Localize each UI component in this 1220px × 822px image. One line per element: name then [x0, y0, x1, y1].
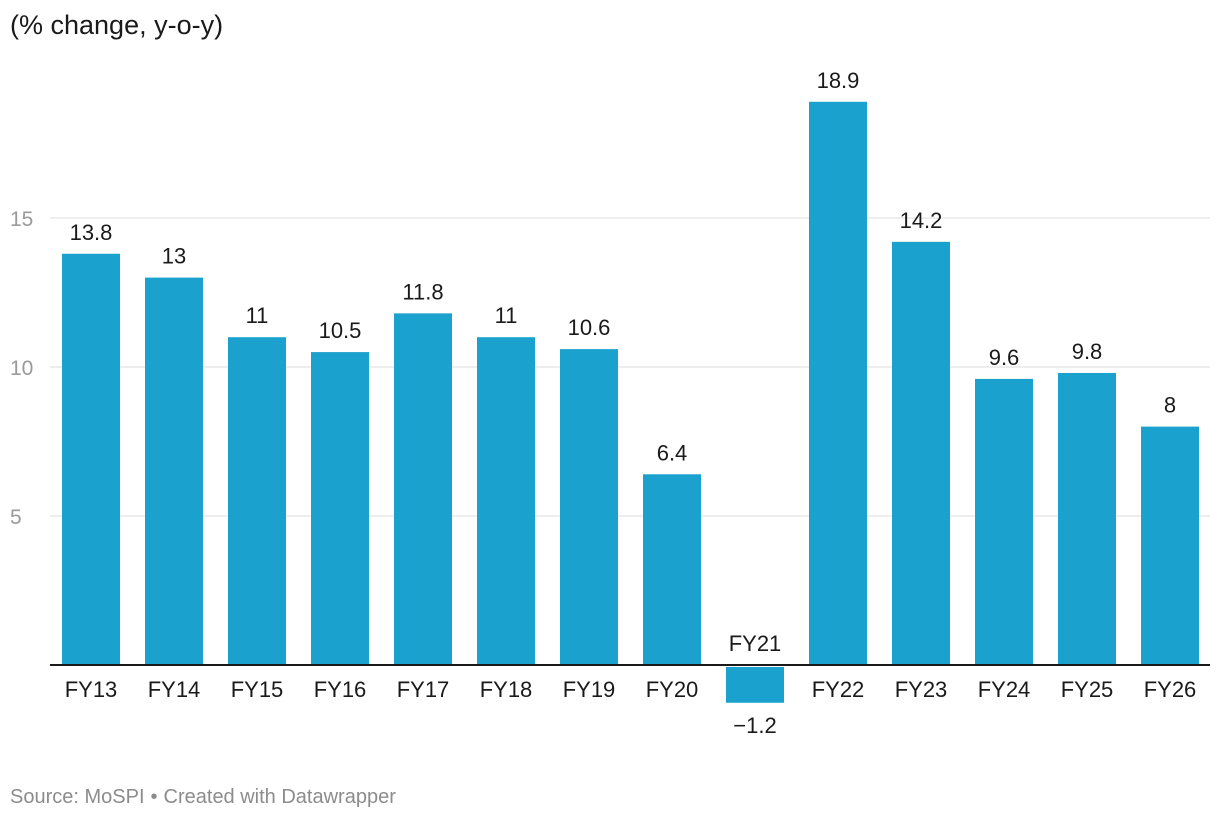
footer: Source: MoSPI • Created with Datawrapper	[10, 786, 396, 809]
data-label: 8	[1164, 393, 1176, 418]
data-label: 11	[495, 303, 518, 328]
y-tick-label: 10	[10, 357, 33, 380]
bar-fy22	[809, 101, 867, 665]
x-tick-label: FY18	[480, 677, 533, 702]
unit-label: (% change, y-o-y)	[10, 10, 224, 40]
y-tick-label: 15	[10, 208, 33, 231]
data-label: 14.2	[900, 208, 943, 233]
data-label: 18.9	[817, 68, 860, 93]
data-label: 11.8	[402, 279, 443, 304]
x-tick-label: FY26	[1144, 677, 1197, 702]
x-tick-label: FY20	[646, 677, 699, 702]
data-label: 10.6	[568, 315, 611, 340]
data-label: 10.5	[319, 318, 362, 343]
x-tick-label: FY14	[148, 677, 201, 702]
bar-fy17	[394, 313, 452, 665]
x-tick-label: FY24	[978, 677, 1031, 702]
bar-fy19	[560, 349, 618, 665]
x-tick-label: FY22	[812, 677, 865, 702]
y-tick-label: 5	[10, 506, 22, 529]
bar-fy15	[228, 337, 286, 665]
bar-fy26	[1141, 426, 1199, 665]
x-tick-label: FY13	[65, 677, 118, 702]
bar-fy16	[311, 352, 369, 665]
x-tick-label: FY25	[1061, 677, 1114, 702]
x-axis-ticks: FY13 FY14 FY15 FY16 FY17 FY18 FY19 FY20 FY21 FY22…	[65, 631, 1197, 702]
x-tick-label: FY23	[895, 677, 948, 702]
data-label: 11	[246, 303, 269, 328]
x-tick-label: FY15	[231, 677, 284, 702]
source-text: Source: MoSPI	[10, 786, 145, 808]
credit-text: Created with Datawrapper	[163, 786, 396, 808]
bar-fy18	[477, 337, 535, 665]
bar-fy13	[62, 253, 120, 665]
x-tick-label: FY17	[397, 677, 450, 702]
bars	[62, 101, 1199, 703]
data-label: −1.2	[733, 713, 776, 738]
x-tick-label: FY19	[563, 677, 616, 702]
data-label: 13.8	[70, 220, 113, 245]
gridlines	[50, 217, 1210, 517]
data-label: 9.8	[1072, 339, 1103, 364]
data-label: 6.4	[657, 440, 688, 465]
bar-fy21	[726, 667, 784, 703]
x-tick-label: FY16	[314, 677, 367, 702]
data-labels: 13.8 13 11 10.5 11.8 11 10.6 6.4 −1.2 18.9 14.2 9.6…	[70, 68, 1177, 738]
y-axis-ticks: 5 10 15	[10, 208, 33, 529]
data-label: 13	[162, 244, 186, 269]
bar-fy24	[975, 378, 1033, 665]
footer-separator: •	[150, 786, 158, 808]
bar-fy14	[145, 277, 203, 665]
bar-fy23	[892, 241, 950, 665]
bar-fy25	[1058, 372, 1116, 665]
x-tick-label: FY21	[729, 631, 782, 656]
data-label: 9.6	[989, 345, 1020, 370]
bar-fy20	[643, 474, 701, 665]
